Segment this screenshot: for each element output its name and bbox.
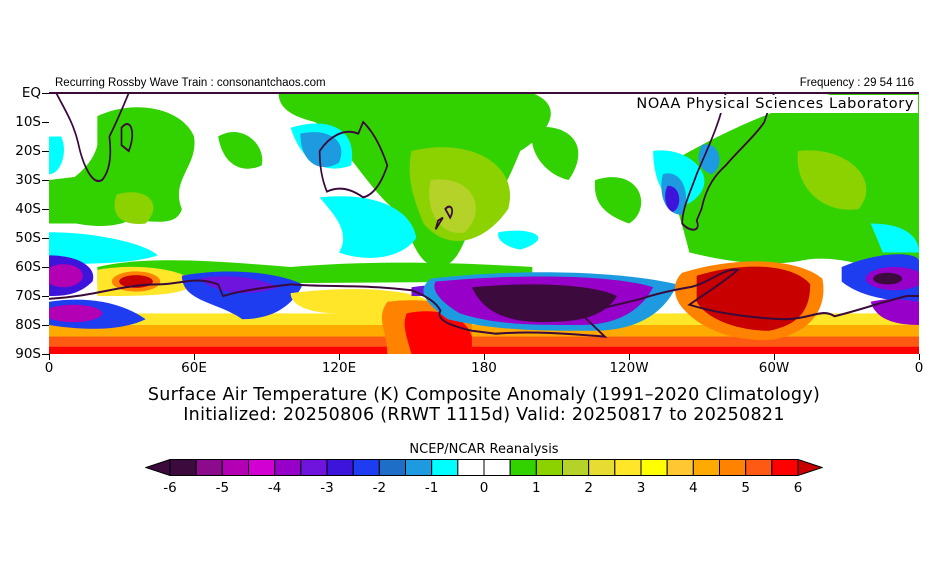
latitude-tick bbox=[42, 267, 49, 268]
colorbar-swatch bbox=[483, 459, 511, 476]
colorbar-swatch bbox=[352, 459, 380, 476]
colorbar-tick-label: -2 bbox=[372, 480, 387, 496]
colorbar-swatch bbox=[248, 459, 276, 476]
latitude-tick bbox=[42, 354, 49, 355]
latitude-tick-label: EQ bbox=[21, 85, 41, 101]
latitude-tick bbox=[42, 122, 49, 123]
latitude-tick-label: 80S bbox=[15, 317, 41, 333]
source-credit: Recurring Rossby Wave Train : consonantc… bbox=[55, 77, 326, 89]
map-title: Surface Air Temperature (K) Composite An… bbox=[147, 385, 821, 405]
latitude-tick bbox=[42, 296, 49, 297]
frequency-label: Frequency : 29 54 116 bbox=[799, 77, 914, 89]
latitude-tick-label: 10S bbox=[15, 114, 41, 130]
latitude-tick bbox=[42, 325, 49, 326]
colorbar-tick-label: 0 bbox=[479, 480, 489, 496]
colorbar-tick-label: 5 bbox=[741, 480, 750, 496]
colorbar-tick-label: -1 bbox=[424, 480, 439, 496]
longitude-tick bbox=[919, 354, 920, 360]
colorbar-swatch bbox=[326, 459, 354, 476]
colorbar-swatch bbox=[378, 459, 406, 476]
colorbar-swatch bbox=[719, 459, 747, 476]
latitude-tick bbox=[42, 93, 49, 94]
longitude-tick bbox=[194, 354, 195, 360]
colorbar-tick-label: 1 bbox=[532, 480, 541, 496]
colorbar-swatch bbox=[640, 459, 668, 476]
colorbar-swatch bbox=[771, 459, 799, 476]
colorbar-swatch bbox=[666, 459, 694, 476]
colorbar-swatch bbox=[588, 459, 616, 476]
latitude-tick bbox=[42, 238, 49, 239]
colorbar-swatch bbox=[300, 459, 328, 476]
latitude-tick-label: 70S bbox=[15, 288, 41, 304]
colorbar-swatch bbox=[195, 459, 223, 476]
longitude-tick-label: 120W bbox=[609, 360, 649, 376]
colorbar-swatch bbox=[169, 459, 197, 476]
latitude-tick-label: 20S bbox=[15, 143, 41, 159]
latitude-tick-label: 30S bbox=[15, 172, 41, 188]
latitude-tick bbox=[42, 209, 49, 210]
latitude-tick bbox=[42, 151, 49, 152]
latitude-tick-label: 50S bbox=[15, 230, 41, 246]
latitude-tick-label: 90S bbox=[15, 346, 41, 362]
colorbar-tick-label: -6 bbox=[163, 480, 177, 496]
colorbar-swatch bbox=[614, 459, 642, 476]
colorbar-swatch bbox=[692, 459, 720, 476]
colorbar-title: NCEP/NCAR Reanalysis bbox=[409, 442, 559, 457]
coastlines bbox=[49, 93, 919, 338]
anomaly-field bbox=[49, 93, 919, 285]
longitude-tick-label: 180 bbox=[471, 360, 497, 376]
colorbar-swatch bbox=[562, 459, 590, 476]
longitude-tick bbox=[629, 354, 630, 360]
colorbar-swatch bbox=[745, 459, 773, 476]
colorbar-swatch bbox=[457, 459, 485, 476]
colorbar-swatch bbox=[535, 459, 564, 476]
colorbar bbox=[145, 459, 823, 476]
longitude-tick bbox=[484, 354, 485, 360]
colorbar-swatch bbox=[405, 459, 433, 476]
colorbar-swatch bbox=[221, 459, 250, 476]
longitude-tick-label: 60W bbox=[758, 360, 790, 376]
latitude-tick-label: 60S bbox=[15, 259, 41, 275]
latitude-tick bbox=[42, 180, 49, 181]
colorbar-tick-label: -4 bbox=[267, 480, 282, 496]
colorbar-tick-label: 2 bbox=[584, 480, 593, 496]
map-subtitle: Initialized: 20250806 (RRWT 1115d) Valid… bbox=[183, 405, 785, 425]
colorbar-swatch bbox=[431, 459, 459, 476]
lab-label: NOAA Physical Sciences Laboratory bbox=[632, 95, 918, 113]
longitude-tick bbox=[339, 354, 340, 360]
colorbar-high-arrow bbox=[797, 459, 823, 476]
latitude-tick-label: 40S bbox=[15, 201, 41, 217]
colorbar-swatch bbox=[509, 459, 537, 476]
longitude-tick-label: 120E bbox=[321, 360, 357, 376]
colorbar-swatch bbox=[274, 459, 302, 476]
colorbar-tick-label: -3 bbox=[320, 480, 334, 496]
colorbar-low-arrow bbox=[145, 459, 171, 476]
longitude-tick bbox=[774, 354, 775, 360]
longitude-tick-label: 0 bbox=[914, 360, 924, 376]
colorbar-tick-label: 3 bbox=[636, 480, 646, 496]
colorbar-tick-label: 4 bbox=[689, 480, 698, 496]
temperature-anomaly-map bbox=[49, 93, 919, 354]
colorbar-tick-label: 6 bbox=[793, 480, 803, 496]
longitude-tick-label: 0 bbox=[44, 360, 54, 376]
longitude-tick-label: 60E bbox=[181, 360, 207, 376]
longitude-tick bbox=[49, 354, 50, 360]
map-top-border bbox=[49, 92, 919, 94]
colorbar-tick-label: -5 bbox=[215, 480, 230, 496]
